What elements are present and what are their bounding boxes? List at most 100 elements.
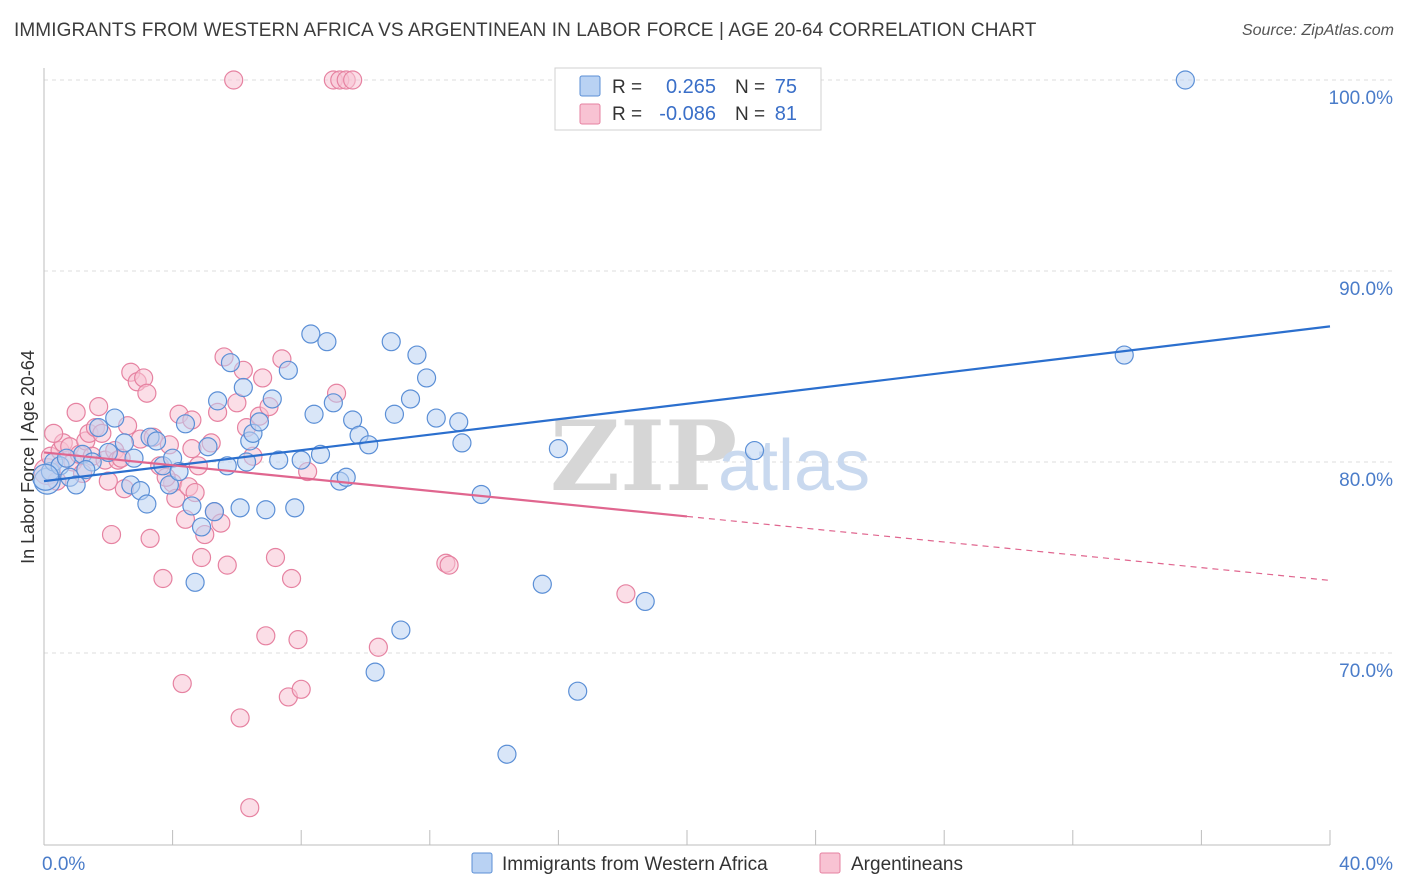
- series-legend-swatch-blue: [471, 852, 493, 874]
- argentineans-point-75: [616, 584, 636, 604]
- argentineans-point-35: [172, 673, 192, 694]
- western-africa-point-37: [256, 500, 276, 520]
- western-africa-point-57: [400, 389, 421, 409]
- series-legend: Immigrants from Western Africa Argentine…: [471, 852, 963, 875]
- western-africa-point-26: [191, 517, 212, 537]
- legend-n-value-blue: 75: [775, 76, 797, 98]
- argentineans-point-13: [89, 397, 109, 417]
- western-africa-point-72: [32, 463, 60, 491]
- western-africa-point-46: [317, 332, 337, 352]
- western-africa-point-25: [185, 572, 205, 592]
- y-tick-label-80: 80.0%: [1339, 470, 1393, 491]
- x-axis-ticks: [43, 830, 1331, 845]
- western-africa-point-12: [114, 433, 134, 453]
- western-africa-point-28: [204, 502, 224, 522]
- y-axis-label: In Labor Force | Age 20-64: [18, 350, 38, 564]
- trend-line-pink-dashed: [686, 515, 1331, 582]
- western-africa-point-55: [384, 404, 405, 424]
- chart-title: IMMIGRANTS FROM WESTERN AFRICA VS ARGENT…: [14, 20, 1037, 41]
- western-africa-point-32: [230, 498, 250, 518]
- argentineans-point-26: [137, 383, 157, 403]
- western-africa-point-67: [568, 681, 588, 701]
- western-africa-point-56: [391, 620, 411, 640]
- x-tick-label-max: 40.0%: [1339, 854, 1393, 875]
- western-africa-point-6: [66, 475, 86, 495]
- western-africa-point-4: [56, 448, 77, 468]
- western-africa-point-36: [249, 412, 270, 432]
- legend-r-label-blue: R =: [612, 77, 642, 98]
- legend-swatch-pink: [579, 103, 601, 125]
- legend-r-value-blue: 0.265: [666, 76, 716, 98]
- argentineans-point-40: [188, 456, 208, 476]
- western-africa-point-24: [182, 496, 202, 516]
- x-tick-label-min: 0.0%: [42, 854, 85, 875]
- western-africa-point-41: [285, 498, 305, 518]
- argentineans-point-16: [98, 471, 118, 491]
- western-africa-point-11: [105, 408, 125, 428]
- western-africa-point-20: [159, 475, 179, 495]
- watermark-zip: ZIP: [550, 400, 737, 513]
- western-africa-point-33: [233, 377, 253, 398]
- western-africa-point-53: [365, 662, 385, 682]
- legend-r-value-pink: -0.086: [659, 103, 716, 125]
- argentineans-point-65: [291, 679, 311, 699]
- watermark-atlas: atlas: [718, 426, 870, 506]
- argentineans-point-64: [288, 630, 308, 650]
- western-africa-point-16: [137, 494, 157, 514]
- argentineans-point-76: [44, 423, 64, 443]
- western-africa-point-59: [416, 368, 437, 388]
- argentineans-point-58: [256, 626, 276, 646]
- series-western-africa-points: [32, 70, 1195, 764]
- argentineans-point-41: [191, 547, 212, 568]
- western-africa-point-39: [269, 450, 289, 470]
- western-africa-point-69: [744, 440, 765, 461]
- argentineans-point-27: [140, 528, 160, 549]
- western-africa-point-65: [532, 574, 552, 594]
- western-africa-point-9: [89, 418, 109, 438]
- legend-swatch-blue: [579, 75, 601, 97]
- western-africa-point-44: [304, 404, 324, 424]
- argentineans-point-38: [182, 439, 202, 459]
- western-africa-point-42: [291, 450, 311, 470]
- trend-lines: [43, 325, 1331, 582]
- western-africa-point-71: [1175, 70, 1195, 90]
- western-africa-point-10: [98, 442, 118, 463]
- western-africa-point-64: [497, 744, 517, 764]
- western-africa-point-29: [208, 391, 228, 411]
- western-africa-point-45: [310, 444, 331, 464]
- argentineans-point-74: [439, 555, 459, 575]
- argentineans-point-60: [265, 547, 286, 568]
- argentineans-point-17: [101, 524, 122, 545]
- western-africa-point-70: [1114, 345, 1134, 365]
- western-africa-point-54: [381, 332, 401, 352]
- argentineans-point-48: [217, 555, 237, 575]
- y-tick-labels: 100.0% 90.0% 80.0% 70.0%: [1329, 88, 1394, 682]
- western-africa-point-47: [323, 393, 343, 413]
- argentineans-point-54: [240, 798, 260, 818]
- legend-n-label-blue: N =: [735, 77, 765, 98]
- western-africa-point-23: [175, 414, 196, 434]
- series-legend-label-pink: Argentineans: [851, 854, 963, 875]
- western-africa-point-60: [426, 408, 446, 428]
- trend-line-blue: [43, 325, 1331, 483]
- argentineans-point-51: [230, 708, 250, 728]
- legend-n-label-pink: N =: [735, 104, 765, 125]
- series-legend-swatch-pink: [819, 852, 841, 874]
- western-africa-point-62: [452, 433, 472, 453]
- source-credit: Source: ZipAtlas.com: [1241, 22, 1394, 39]
- western-africa-point-38: [262, 389, 282, 409]
- stats-legend: R = 0.265 N = 75 R = -0.086 N = 81: [554, 67, 822, 131]
- argentineans-point-57: [253, 368, 273, 388]
- western-africa-point-40: [278, 360, 298, 380]
- y-tick-label-100: 100.0%: [1329, 88, 1394, 109]
- legend-n-value-pink: 81: [775, 103, 797, 125]
- argentineans-point-30: [153, 568, 173, 589]
- argentineans-point-72: [368, 637, 388, 657]
- western-africa-point-68: [635, 591, 655, 612]
- trend-line-pink-solid: [43, 451, 688, 518]
- western-africa-point-43: [301, 324, 321, 344]
- series-legend-label-blue: Immigrants from Western Africa: [502, 854, 768, 875]
- western-africa-point-18: [146, 431, 167, 451]
- y-tick-label-70: 70.0%: [1339, 661, 1393, 682]
